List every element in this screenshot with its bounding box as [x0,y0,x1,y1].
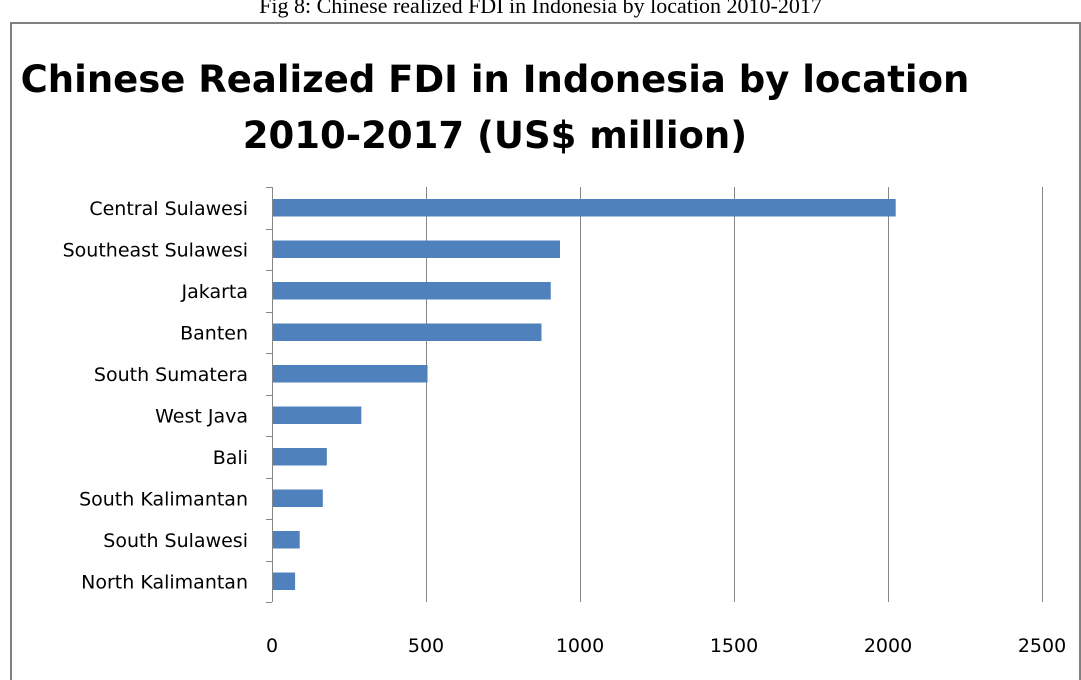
figure-caption: Fig 8: Chinese realized FDI in Indonesia… [259,0,822,18]
bar-1 [273,199,896,217]
category-label: Banten [180,322,248,344]
bar-6 [273,406,362,424]
bar-9 [273,531,300,549]
x-tick-label: 2000 [864,635,912,657]
category-label: South Kalimantan [79,488,248,510]
category-label: West Java [155,405,248,427]
category-label: Jakarta [181,281,248,303]
bar-5 [273,365,428,383]
x-tick-label: 2500 [1018,635,1066,657]
x-tick-label: 1500 [710,635,758,657]
category-label: North Kalimantan [81,571,248,593]
x-tick-label: 500 [408,635,444,657]
category-label: South Sulawesi [103,530,248,552]
category-label: Southeast Sulawesi [63,239,248,261]
category-label: South Sumatera [94,364,248,386]
bar-4 [273,323,542,341]
category-label: Bali [213,447,248,469]
x-tick-label: 0 [266,635,278,657]
bar-8 [273,489,323,507]
bar-10 [273,572,296,590]
bar-7 [273,448,327,466]
chart-title: Chinese Realized FDI in Indonesia by loc… [20,58,970,157]
category-label: Central Sulawesi [89,198,248,220]
chart-frame [10,22,1081,680]
bar-3 [273,282,551,300]
x-tick-label: 1000 [556,635,604,657]
bar-2 [273,240,560,258]
